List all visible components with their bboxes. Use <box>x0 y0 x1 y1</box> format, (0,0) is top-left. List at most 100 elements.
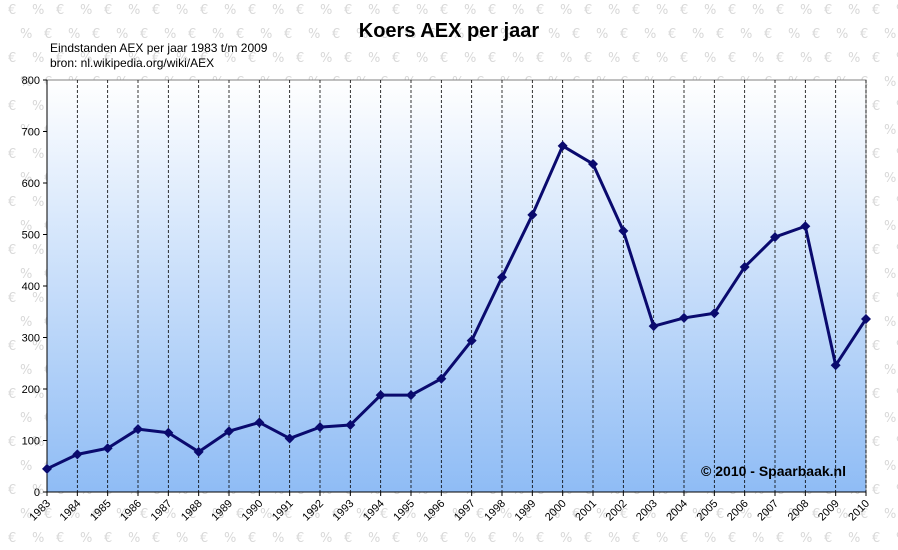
watermark-glyph: € <box>872 3 880 18</box>
watermark-glyph: € <box>344 3 352 18</box>
data-point-marker <box>163 427 174 438</box>
watermark-glyph: % <box>884 219 896 234</box>
data-point-marker <box>72 449 83 460</box>
watermark-glyph: € <box>8 435 16 450</box>
x-tick-label: 1988 <box>179 498 205 524</box>
watermark-glyph: € <box>632 3 640 18</box>
watermark-glyph: % <box>452 507 464 522</box>
watermark-glyph: % <box>500 27 512 42</box>
watermark-glyph: € <box>92 27 100 42</box>
watermark-glyph: € <box>632 531 640 546</box>
watermark-glyph: € <box>812 27 820 42</box>
watermark-glyph: % <box>68 507 80 522</box>
watermark-glyph: % <box>20 267 32 282</box>
grid-lines <box>76 80 867 492</box>
watermark-glyph: % <box>692 27 704 42</box>
watermark-glyph: % <box>20 75 32 90</box>
watermark-glyph: € <box>728 51 736 66</box>
data-point-marker <box>284 433 295 444</box>
watermark-glyph: % <box>740 507 752 522</box>
watermark-glyph: % <box>416 51 428 66</box>
watermark-glyph: % <box>656 531 668 546</box>
chart-subtitle-source-2: bron: nl.wikipedia.org/wiki/AEX <box>50 56 215 70</box>
watermark-glyph: % <box>272 531 284 546</box>
y-tick-label: 300 <box>22 333 40 345</box>
watermark-glyph: € <box>488 3 496 18</box>
watermark-glyph: % <box>560 51 572 66</box>
watermark-glyph: % <box>896 339 898 354</box>
watermark-glyph: % <box>116 27 128 42</box>
watermark-glyph: € <box>284 507 292 522</box>
watermark-glyph: % <box>896 531 898 546</box>
x-tick-label: 1994 <box>361 498 387 524</box>
watermark-glyph: € <box>56 3 64 18</box>
x-tick-label: 2001 <box>573 498 599 524</box>
watermark-glyph: % <box>404 507 416 522</box>
y-tick-label: 400 <box>22 281 40 293</box>
watermark-glyph: % <box>500 507 512 522</box>
x-tick-label: 2006 <box>725 498 751 524</box>
y-tick-label: 500 <box>22 230 40 242</box>
watermark-glyph: € <box>392 3 400 18</box>
watermark-glyph: € <box>728 531 736 546</box>
x-tick-label: 1983 <box>27 498 53 524</box>
y-tick-label: 0 <box>34 487 40 499</box>
watermark-glyph: % <box>176 51 188 66</box>
watermark-glyph: € <box>776 3 784 18</box>
data-point-marker <box>193 446 204 457</box>
watermark-glyph: % <box>20 363 32 378</box>
watermark-glyph: € <box>248 51 256 66</box>
x-tick-label: 1989 <box>209 498 235 524</box>
watermark-glyph: % <box>752 3 764 18</box>
watermark-glyph: € <box>440 3 448 18</box>
watermark-glyph: € <box>488 531 496 546</box>
data-point-marker <box>830 360 841 371</box>
watermark-glyph: % <box>884 315 896 330</box>
x-tick-label: 2002 <box>604 498 630 524</box>
watermark-glyph: € <box>872 147 880 162</box>
watermark-glyph: € <box>56 531 64 546</box>
watermark-glyph: € <box>584 3 592 18</box>
watermark-glyph: € <box>44 27 52 42</box>
watermark-glyph: % <box>20 27 32 42</box>
watermark-glyph: % <box>896 195 898 210</box>
watermark-glyph: % <box>356 27 368 42</box>
watermark-glyph: € <box>872 387 880 402</box>
x-tick-label: 1991 <box>270 498 296 524</box>
data-point-marker <box>648 321 659 332</box>
x-tick-label: 1990 <box>240 498 266 524</box>
watermark-glyph: % <box>308 27 320 42</box>
watermark-glyph: % <box>512 51 524 66</box>
watermark-glyph: € <box>332 507 340 522</box>
data-point-marker <box>739 261 750 272</box>
watermark-glyph: € <box>872 339 880 354</box>
watermark-glyph: € <box>476 507 484 522</box>
watermark-glyph: € <box>200 531 208 546</box>
watermark-glyph: € <box>236 507 244 522</box>
watermark-glyph: € <box>8 147 16 162</box>
watermark-glyph: % <box>116 507 128 522</box>
watermark-glyph: % <box>704 51 716 66</box>
watermark-glyph: % <box>20 219 32 234</box>
watermark-glyph: % <box>884 411 896 426</box>
x-tick-label: 2010 <box>846 498 872 524</box>
watermark-glyph: € <box>824 531 832 546</box>
watermark-glyph: € <box>536 51 544 66</box>
watermark-glyph: € <box>584 531 592 546</box>
watermark-glyph: € <box>440 51 448 66</box>
watermark-glyph: € <box>668 507 676 522</box>
watermark-glyph: % <box>896 51 898 66</box>
series-line <box>46 144 868 471</box>
watermark-glyph: € <box>812 507 820 522</box>
data-point-marker <box>527 209 538 220</box>
watermark-glyph: € <box>428 507 436 522</box>
watermark-glyph: % <box>608 531 620 546</box>
watermark-glyph: € <box>776 51 784 66</box>
watermark-glyph: % <box>884 171 896 186</box>
y-tick-label: 600 <box>22 178 40 190</box>
watermark-glyph: € <box>104 531 112 546</box>
watermark-glyph: € <box>152 531 160 546</box>
watermark-glyph: % <box>356 507 368 522</box>
watermark-glyph: % <box>608 51 620 66</box>
watermark-glyph: % <box>128 51 140 66</box>
